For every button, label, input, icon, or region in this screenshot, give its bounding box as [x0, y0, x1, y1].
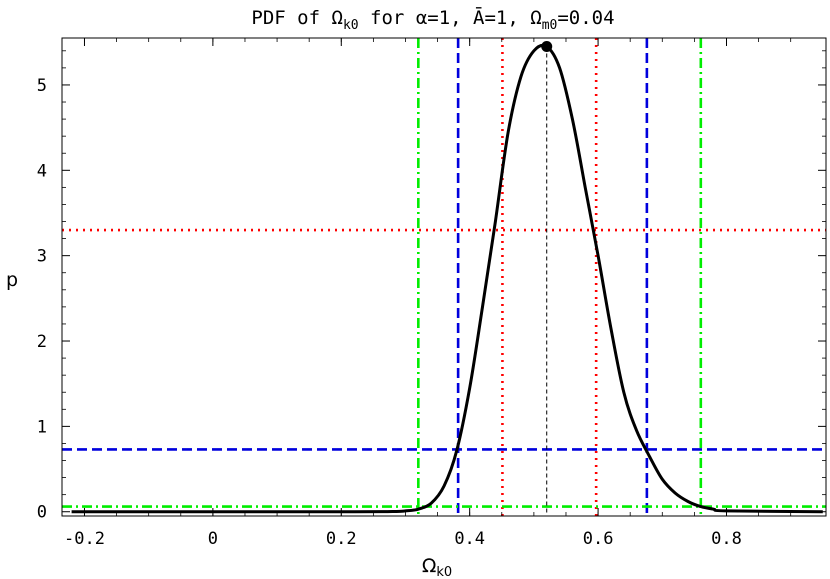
- pdf-curve-layer: [71, 41, 823, 514]
- y-tick-label: 2: [37, 332, 47, 352]
- x-tick-label: 0.4: [454, 529, 485, 549]
- plot-frame: [61, 37, 827, 517]
- x-tick-label: 0.2: [326, 529, 357, 549]
- y-tick-label: 3: [37, 247, 47, 267]
- y-tick-label: 5: [37, 76, 47, 96]
- x-tick-label: -0.2: [64, 529, 105, 549]
- pdf-curve: [71, 43, 823, 514]
- y-axis-ticks: 0 1 2 3 4 5: [37, 50, 826, 523]
- y-axis-label: p: [6, 269, 18, 291]
- peak-marker: [541, 41, 553, 53]
- x-tick-label: 0.6: [583, 529, 614, 549]
- x-axis-label: Ωk0: [422, 555, 452, 579]
- x-axis-ticks: -0.2 0 0.2 0.4 0.6 0.8: [64, 38, 792, 549]
- x-tick-label: 0: [208, 529, 218, 549]
- y-tick-label: 1: [37, 417, 47, 437]
- y-tick-label: 4: [37, 161, 47, 181]
- interval-lines: [62, 38, 826, 516]
- y-tick-label: 0: [37, 503, 47, 523]
- chart-title: PDF of Ωk0 for α=1, Ā=1, Ωm0=0.04: [251, 5, 614, 33]
- x-tick-label: 0.8: [711, 529, 742, 549]
